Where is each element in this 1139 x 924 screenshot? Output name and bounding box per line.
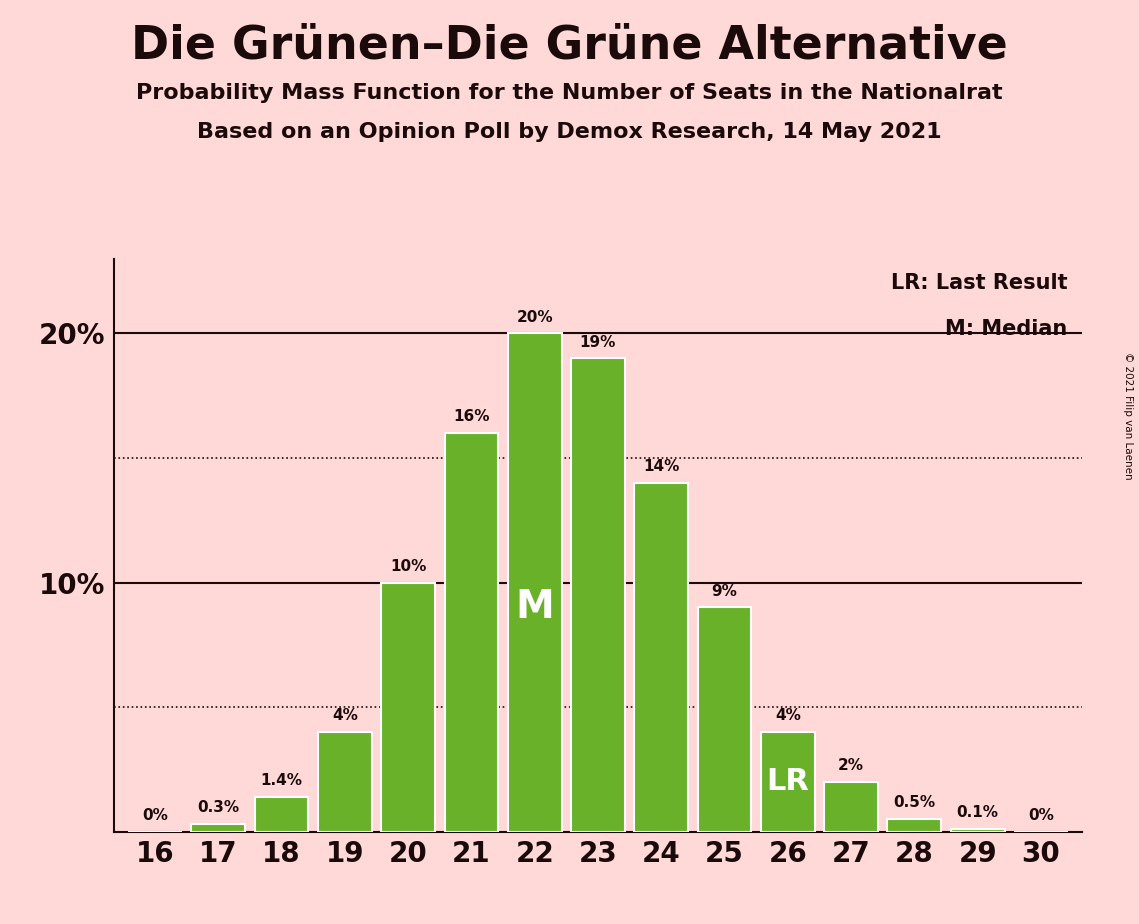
Text: 4%: 4% xyxy=(775,709,801,723)
Bar xyxy=(761,732,814,832)
Bar xyxy=(444,433,499,832)
Text: 14%: 14% xyxy=(644,459,680,474)
Text: M: Median: M: Median xyxy=(945,319,1067,339)
Text: 16%: 16% xyxy=(453,409,490,424)
Text: 1.4%: 1.4% xyxy=(261,773,303,788)
Text: 0%: 0% xyxy=(142,808,167,823)
Text: 10%: 10% xyxy=(390,559,426,574)
Bar xyxy=(382,582,435,832)
Text: 0%: 0% xyxy=(1029,808,1054,823)
Text: 2%: 2% xyxy=(838,758,865,773)
Bar xyxy=(697,607,752,832)
Bar xyxy=(951,829,1005,832)
Text: LR: LR xyxy=(767,767,809,796)
Bar xyxy=(508,334,562,832)
Bar xyxy=(634,483,688,832)
Text: Probability Mass Function for the Number of Seats in the Nationalrat: Probability Mass Function for the Number… xyxy=(137,83,1002,103)
Text: 0.1%: 0.1% xyxy=(957,806,999,821)
Bar xyxy=(887,820,941,832)
Bar xyxy=(318,732,371,832)
Text: 9%: 9% xyxy=(712,584,737,599)
Bar xyxy=(191,824,245,832)
Text: 0.3%: 0.3% xyxy=(197,800,239,815)
Bar xyxy=(571,359,625,832)
Text: © 2021 Filip van Laenen: © 2021 Filip van Laenen xyxy=(1123,352,1133,480)
Bar xyxy=(255,796,309,832)
Bar xyxy=(825,782,878,832)
Text: 0.5%: 0.5% xyxy=(893,796,935,810)
Text: 19%: 19% xyxy=(580,334,616,349)
Text: 20%: 20% xyxy=(516,310,554,324)
Text: M: M xyxy=(515,589,554,626)
Text: 4%: 4% xyxy=(331,709,358,723)
Text: LR: Last Result: LR: Last Result xyxy=(891,274,1067,293)
Text: Die Grünen–Die Grüne Alternative: Die Grünen–Die Grüne Alternative xyxy=(131,23,1008,68)
Text: Based on an Opinion Poll by Demox Research, 14 May 2021: Based on an Opinion Poll by Demox Resear… xyxy=(197,122,942,142)
